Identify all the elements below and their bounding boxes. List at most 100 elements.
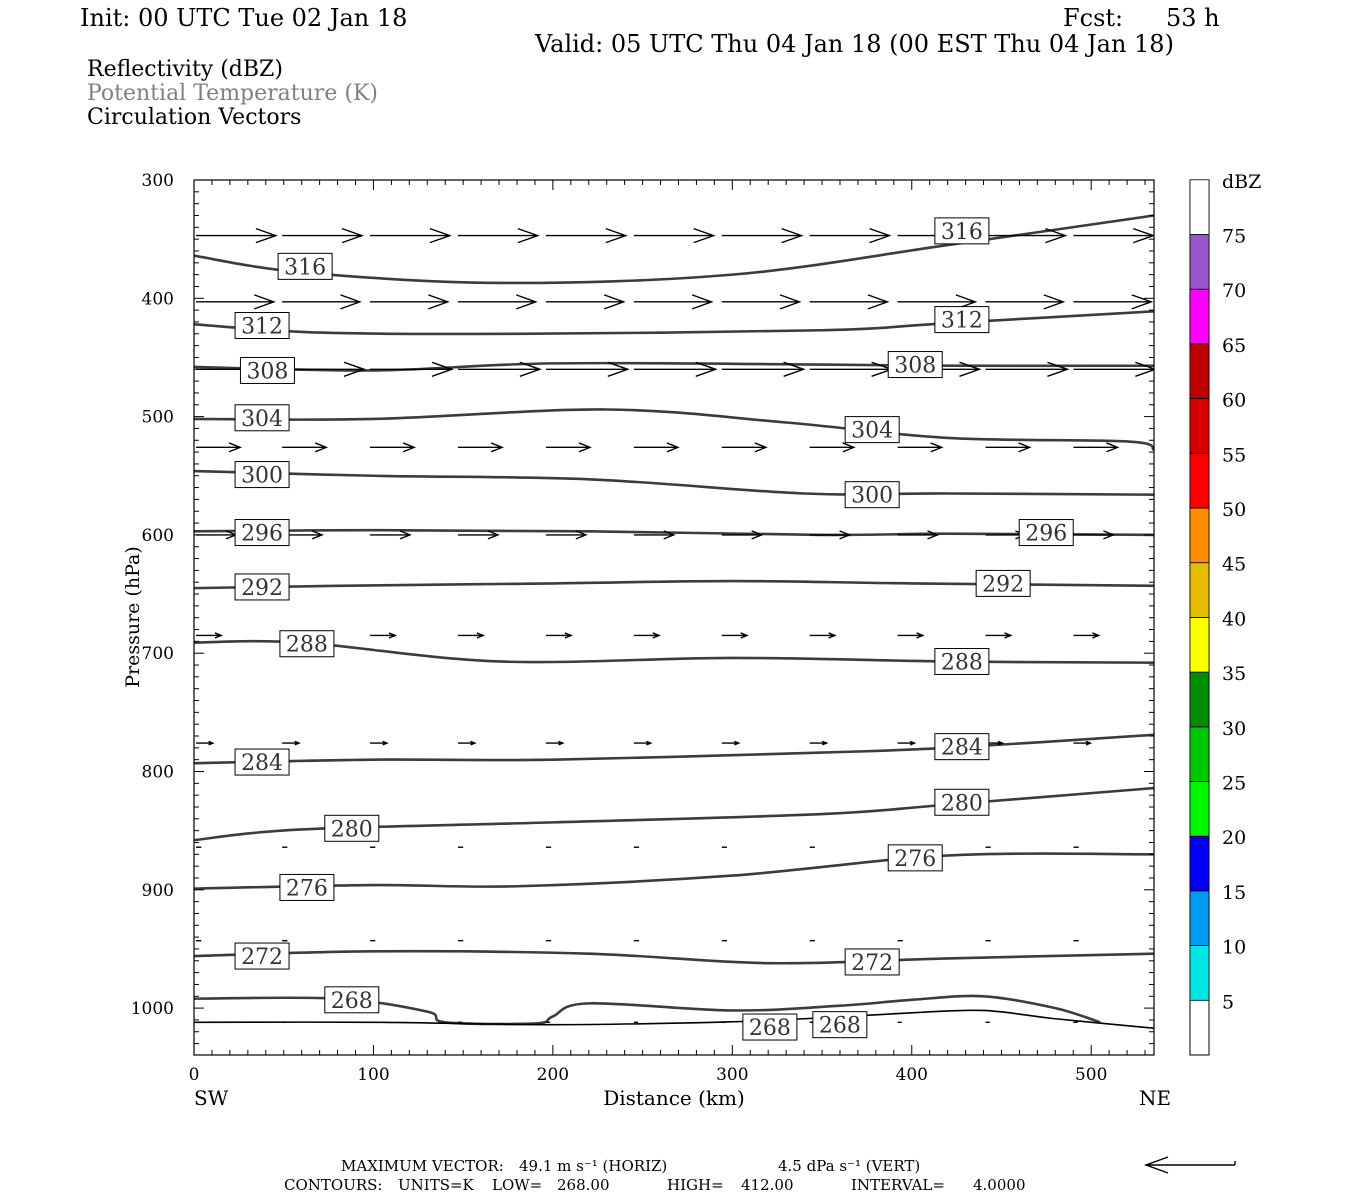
circulation-vector [545, 632, 573, 639]
contour-label-296: 296 [234, 519, 290, 547]
colorbar-label: 15 [1222, 882, 1246, 904]
colorbar-segment [1189, 288, 1210, 345]
contours-label: CONTOURS: [284, 1176, 383, 1194]
contour-label-308: 308 [239, 356, 295, 384]
theta-contour-296 [194, 528, 1154, 537]
colorbar-segment [1189, 835, 1210, 892]
circulation-vector [809, 442, 856, 453]
contour-label-316: 316 [934, 217, 990, 245]
svg-text:316: 316 [941, 220, 983, 245]
circulation-vector [545, 227, 628, 244]
x-end-label-ne: NE [1139, 1086, 1171, 1110]
svg-text:288: 288 [286, 633, 328, 658]
theta-contour-316 [194, 214, 1154, 285]
x-axis-title: Distance (km) [603, 1086, 745, 1110]
svg-text:296: 296 [241, 522, 283, 547]
y-tick-label: 300 [142, 171, 174, 191]
colorbar-segment [1189, 507, 1210, 564]
circulation-vector [721, 294, 802, 310]
svg-text:296: 296 [1025, 522, 1067, 547]
contour-label-300: 300 [234, 461, 290, 489]
svg-text:292: 292 [982, 572, 1024, 597]
circulation-vector [457, 294, 538, 310]
circulation-vector [985, 294, 1066, 310]
field-theta: Potential Temperature (K) [87, 81, 378, 106]
svg-text:268: 268 [749, 1016, 791, 1041]
contour-label-288: 288 [934, 647, 990, 675]
svg-text:272: 272 [851, 951, 893, 976]
circulation-vector [1073, 294, 1154, 310]
svg-text:292: 292 [241, 576, 283, 601]
contour-label-268: 268 [324, 986, 380, 1014]
colorbar-segment [1189, 671, 1210, 728]
colorbar-label: 45 [1222, 554, 1246, 576]
svg-text:280: 280 [941, 791, 983, 816]
contour-label-312: 312 [234, 312, 290, 340]
circulation-vector [370, 740, 389, 746]
circulation-vector [196, 740, 215, 746]
circulation-vector [457, 227, 540, 244]
contour-label-280: 280 [934, 788, 990, 816]
circulation-vector [457, 530, 500, 540]
theta-contour-276 [194, 852, 1154, 890]
contours-interval-label: INTERVAL= [851, 1176, 945, 1194]
circulation-vector [1073, 740, 1093, 746]
colorbar-label: 75 [1222, 226, 1246, 248]
circulation-vector [545, 740, 565, 746]
contours-low-value: 268.00 [557, 1176, 610, 1194]
circulation-vector [282, 442, 329, 453]
x-tick-label: 200 [537, 1065, 569, 1085]
contour-label-292: 292 [975, 569, 1031, 597]
circulation-vector [282, 227, 365, 244]
theta-contour-268 [194, 994, 1101, 1026]
field-vectors: Circulation Vectors [87, 105, 302, 130]
circulation-vector [457, 740, 477, 746]
circulation-vector [809, 227, 892, 244]
circulation-vector [1073, 227, 1154, 244]
contour-label-308: 308 [887, 351, 943, 379]
colorbar-label: 10 [1222, 937, 1246, 959]
circulation-vector [633, 740, 653, 746]
circulation-vector [633, 632, 661, 639]
x-tick-label: 0 [189, 1065, 200, 1085]
y-axis-title: Pressure (hPa) [122, 546, 144, 688]
svg-text:280: 280 [331, 817, 373, 842]
circulation-vector [897, 442, 944, 453]
y-tick-label: 700 [142, 644, 174, 664]
contour-label-304: 304 [844, 416, 900, 444]
svg-text:304: 304 [851, 419, 893, 444]
theta-contour-304 [194, 408, 1154, 451]
svg-text:312: 312 [241, 315, 283, 340]
circulation-vector [721, 740, 741, 746]
svg-text:268: 268 [819, 1014, 861, 1039]
colorbar-segment [1189, 890, 1210, 947]
circulation-vector [282, 361, 367, 377]
colorbar-segment [1189, 562, 1210, 618]
colorbar-segment [1189, 945, 1210, 1001]
colorbar-label: 30 [1222, 718, 1246, 740]
circulation-vector [809, 530, 852, 540]
circulation-vector [457, 632, 486, 639]
contour-label-312: 312 [934, 306, 990, 334]
circulation-vector [1073, 632, 1101, 639]
svg-text:276: 276 [894, 847, 936, 872]
circulation-vector [985, 227, 1068, 244]
contour-label-300: 300 [844, 481, 900, 509]
y-tick-label: 900 [142, 881, 174, 901]
colorbar-segment [1189, 781, 1210, 837]
circulation-vector [370, 227, 452, 244]
contours-interval-value: 4.0000 [973, 1176, 1026, 1194]
colorbar-label: 5 [1222, 991, 1234, 1013]
svg-text:308: 308 [894, 354, 936, 379]
contour-label-276: 276 [279, 873, 335, 901]
svg-text:304: 304 [241, 407, 283, 432]
contour-label-268: 268 [742, 1013, 798, 1041]
contour-label-280: 280 [324, 814, 380, 842]
circulation-vector [809, 632, 837, 639]
theta-contour-288 [194, 639, 1154, 664]
circulation-vector [370, 632, 398, 639]
circulation-vector [633, 227, 716, 244]
circulation-vector [196, 632, 224, 639]
circulation-vector [721, 361, 806, 377]
colorbar-segment [1189, 726, 1210, 782]
